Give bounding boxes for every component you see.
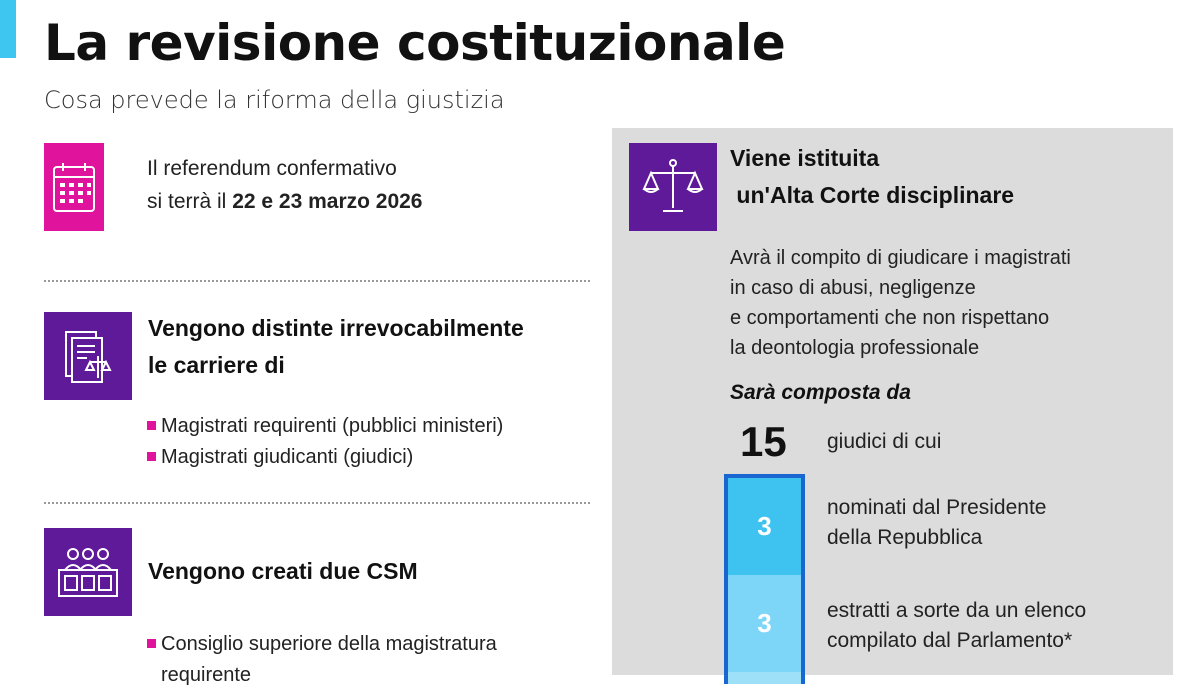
- group-line: compilato dal Parlamento*: [827, 629, 1073, 652]
- calendar-icon: [44, 143, 104, 231]
- accent-bar: [0, 0, 16, 58]
- list-item-text: Magistrati requirenti (pubblici minister…: [161, 415, 504, 437]
- alta-corte-heading-line2: un'Alta Corte disciplinare: [730, 182, 1015, 208]
- documents-scales-icon: [44, 312, 132, 400]
- bullet-icon: [147, 639, 156, 648]
- group-line: della Repubblica: [827, 526, 983, 549]
- csm-heading: Vengono creati due CSM: [148, 558, 418, 584]
- page-title: La revisione costituzionale: [44, 14, 786, 72]
- scales-icon: [629, 143, 717, 231]
- csm-list: Consiglio superiore della magistratura r…: [147, 629, 497, 691]
- description-line: Avrà il compito di giudicare i magistrat…: [730, 247, 1071, 269]
- referendum-prefix: si terrà il: [147, 190, 233, 213]
- description-line: la deontologia professionale: [730, 337, 980, 359]
- alta-corte-heading: Viene istituita un'Alta Corte disciplina…: [730, 140, 1014, 214]
- group-count: 3: [728, 575, 801, 672]
- list-item-text: Consiglio superiore della magistratura: [161, 633, 497, 655]
- carriere-heading-line2: le carriere di: [148, 352, 285, 378]
- group-description: estratti a sorte da un elenco compilato …: [827, 596, 1086, 656]
- list-item-text: Magistrati giudicanti (giudici): [161, 446, 414, 468]
- referendum-line2: si terrà il 22 e 23 marzo 2026: [147, 185, 423, 218]
- referendum-line1: Il referendum confermativo: [147, 157, 397, 180]
- list-item: Consiglio superiore della magistratura: [147, 629, 497, 660]
- divider: [44, 280, 590, 282]
- referendum-text: Il referendum confermativo si terrà il 2…: [147, 152, 423, 218]
- group-count: 3: [728, 478, 801, 575]
- alta-corte-heading-line1: Viene istituita: [730, 145, 880, 171]
- carriere-heading: Vengono distinte irrevocabilmente le car…: [148, 310, 524, 384]
- group-line: nominati dal Presidente: [827, 496, 1047, 519]
- referendum-date: 22 e 23 marzo 2026: [232, 190, 423, 213]
- composition-label: Sarà composta da: [730, 381, 911, 404]
- list-item: Magistrati giudicanti (giudici): [147, 442, 503, 473]
- bullet-icon: [147, 452, 156, 461]
- divider: [44, 502, 590, 504]
- alta-corte-description: Avrà il compito di giudicare i magistrat…: [730, 243, 1071, 363]
- list-item: Magistrati requirenti (pubblici minister…: [147, 411, 503, 442]
- page-subtitle: Cosa prevede la riforma della giustizia: [44, 86, 505, 114]
- total-judges: 15: [740, 418, 787, 465]
- total-label: giudici di cui: [827, 430, 942, 453]
- bullet-icon: [147, 421, 156, 430]
- group-description: nominati dal Presidente della Repubblica: [827, 493, 1046, 553]
- description-line: e comportamenti che non rispettano: [730, 307, 1050, 329]
- carriere-heading-line1: Vengono distinte irrevocabilmente: [148, 315, 524, 341]
- group-line: estratti a sorte da un elenco: [827, 599, 1087, 622]
- council-icon: [44, 528, 132, 616]
- description-line: in caso di abusi, negligenze: [730, 277, 976, 299]
- list-item-continuation: requirente: [161, 664, 252, 686]
- carriere-list: Magistrati requirenti (pubblici minister…: [147, 411, 503, 473]
